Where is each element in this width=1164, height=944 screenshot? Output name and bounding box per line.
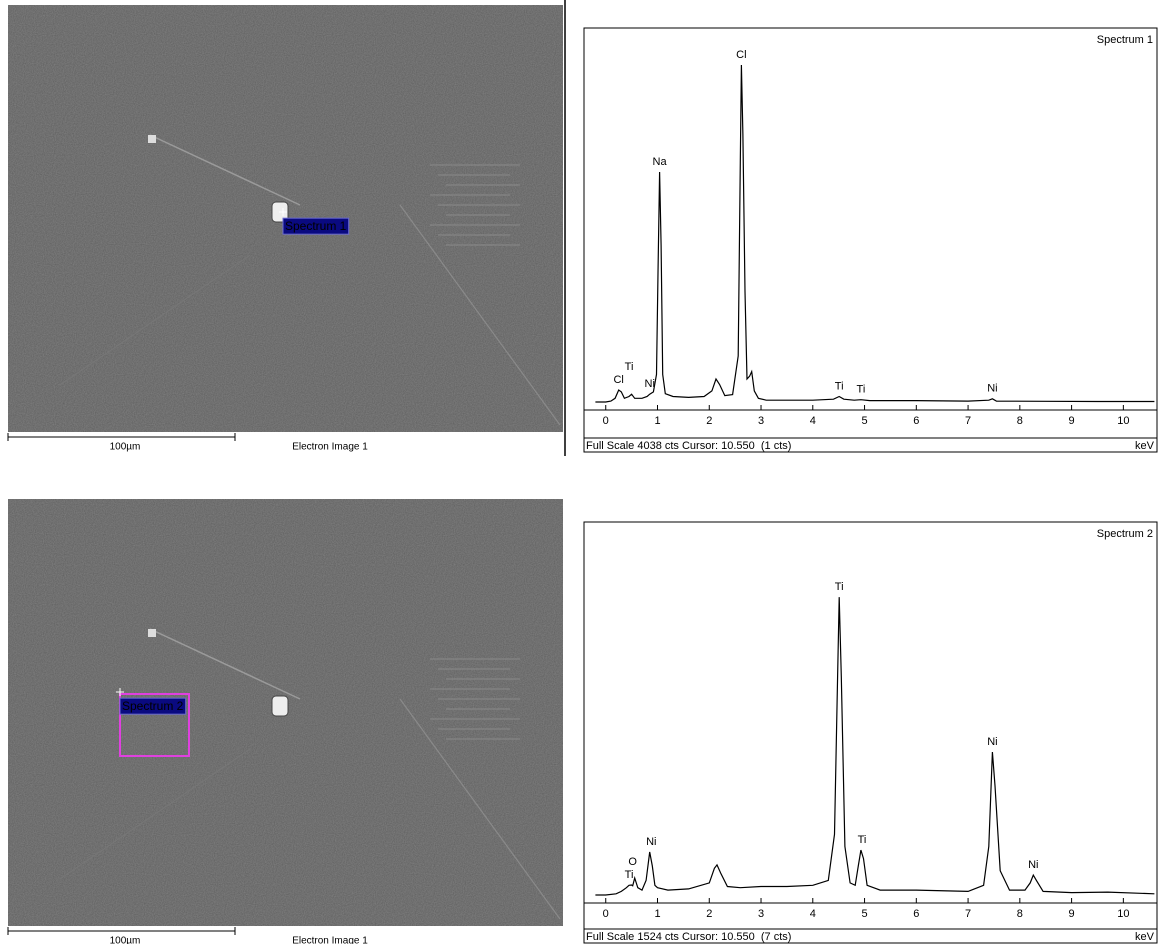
scale-label: 100µm	[110, 442, 141, 453]
peak-label: Ni	[987, 383, 997, 395]
x-tick-label: 5	[861, 415, 867, 427]
x-tick-label: 7	[965, 908, 971, 920]
x-tick-label: 4	[810, 415, 816, 427]
x-tick-label: 8	[1017, 415, 1023, 427]
particle	[271, 695, 289, 717]
x-tick-label: 6	[913, 908, 919, 920]
x-tick-label: 8	[1017, 908, 1023, 920]
x-tick-label: 2	[706, 908, 712, 920]
x-tick-label: 7	[965, 415, 971, 427]
scale-label: 100µm	[110, 936, 141, 944]
x-axis-label: keV	[1135, 440, 1155, 452]
peak-label: O	[628, 856, 637, 868]
scratch	[59, 254, 251, 386]
marker-label-bg	[119, 697, 187, 715]
spectrum-marker-label: Spectrum 1	[285, 219, 347, 233]
analysis-area	[119, 693, 190, 757]
x-tick-label: 2	[706, 415, 712, 427]
x-tick-label: 1	[654, 908, 660, 920]
x-tick-label: 1	[654, 415, 660, 427]
peak-label: Ni	[987, 736, 997, 748]
x-tick-label: 3	[758, 415, 764, 427]
peak-label: Ti	[625, 361, 634, 373]
scale-bar	[7, 927, 236, 935]
spectrum-title: Spectrum 2	[1097, 528, 1153, 540]
scale-bar	[7, 433, 236, 441]
spectrum-frame	[583, 521, 1158, 944]
peak-label: Na	[653, 156, 668, 168]
footer: Full Scale 4038 cts Cursor: 10.550 (1 ct…	[586, 440, 791, 452]
scratch	[59, 748, 251, 880]
particle	[148, 135, 156, 143]
spectrum-frame	[583, 27, 1158, 453]
image-caption: Electron Image 1	[292, 442, 368, 453]
x-tick-label: 10	[1117, 415, 1129, 427]
scratch	[149, 134, 301, 206]
peak-label: Ti	[858, 834, 867, 846]
x-tick-label: 9	[1069, 908, 1075, 920]
x-tick-label: 0	[603, 415, 609, 427]
peak-label: Ni	[1028, 859, 1038, 871]
cross-hair	[116, 688, 124, 696]
peak-label: Ni	[645, 378, 655, 390]
peak-label: Ti	[835, 581, 844, 593]
peak-label: Cl	[613, 374, 623, 386]
spectrum-line	[595, 597, 1155, 896]
spectrum-marker-label: Spectrum 2	[122, 699, 184, 713]
footer: Full Scale 1524 cts Cursor: 10.550 (7 ct…	[586, 931, 791, 943]
image-caption: Electron Image 1	[292, 936, 368, 944]
peak-label: Ni	[646, 836, 656, 848]
spectrum-title: Spectrum 1	[1097, 34, 1153, 46]
particle	[148, 629, 156, 637]
x-tick-label: 0	[603, 908, 609, 920]
spectrum-line	[595, 64, 1155, 403]
peak-label: Cl	[736, 49, 746, 61]
x-tick-label: 3	[758, 908, 764, 920]
marker-label-bg	[282, 217, 350, 235]
x-tick-label: 9	[1069, 415, 1075, 427]
peak-label: Ti	[835, 380, 844, 392]
x-tick-label: 4	[810, 908, 816, 920]
x-tick-label: 5	[861, 908, 867, 920]
scratch	[399, 204, 561, 426]
scratch	[399, 698, 561, 920]
scratch	[149, 628, 301, 700]
cross-hair	[279, 208, 287, 216]
x-tick-label: 6	[913, 415, 919, 427]
peak-label: Ti	[857, 384, 866, 396]
peak-label: Ti	[625, 869, 634, 881]
x-tick-label: 10	[1117, 908, 1129, 920]
x-axis-label: keV	[1135, 931, 1155, 943]
